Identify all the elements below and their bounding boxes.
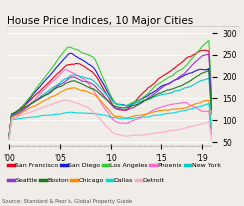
- Legend: San Francisco, San Diego, Los Angeles, Phoenix, New York: San Francisco, San Diego, Los Angeles, P…: [6, 161, 223, 171]
- Text: Source: Standard & Poor’s, Global Property Guide: Source: Standard & Poor’s, Global Proper…: [2, 199, 132, 204]
- Legend: Seattle, Boston, Chicago, Dallas, Detroit: Seattle, Boston, Chicago, Dallas, Detroi…: [6, 175, 167, 185]
- Text: House Price Indices, 10 Major Cities: House Price Indices, 10 Major Cities: [7, 16, 193, 26]
